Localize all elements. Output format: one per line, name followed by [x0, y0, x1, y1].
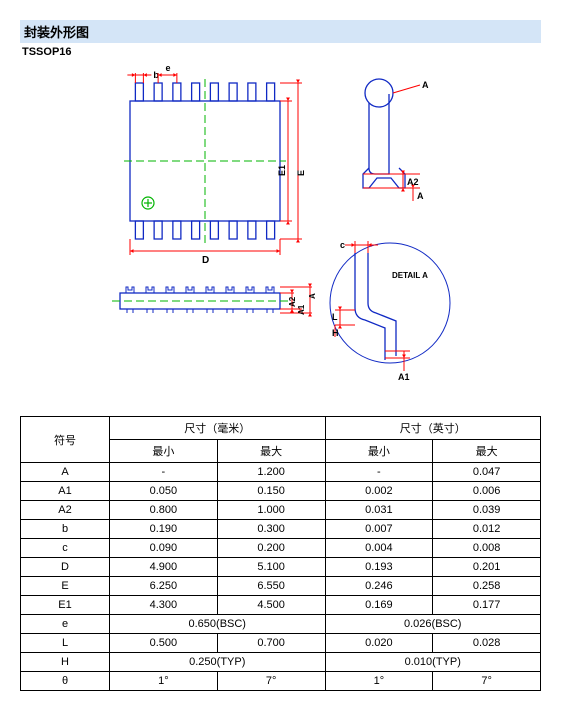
cell-mm-min: 4.300 [110, 596, 218, 615]
cell-in-min: 0.031 [325, 501, 433, 520]
cell-mm-min: 1° [110, 672, 218, 691]
cell-in-min: 0.002 [325, 482, 433, 501]
cell-in-span: 0.010(TYP) [325, 653, 541, 672]
dimension-table: 符号 尺寸（毫米） 尺寸（英寸） 最小 最大 最小 最大 A-1.200-0.0… [20, 416, 541, 691]
cell-in-max: 0.008 [433, 539, 541, 558]
cell-mm-max: 0.700 [217, 634, 325, 653]
cell-in-min: 0.169 [325, 596, 433, 615]
cell-mm-max: 4.500 [217, 596, 325, 615]
table-row: E6.2506.5500.2460.258 [21, 577, 541, 596]
cell-symbol: A2 [21, 501, 110, 520]
svg-text:A: A [417, 191, 424, 201]
table-row: H0.250(TYP)0.010(TYP) [21, 653, 541, 672]
col-mm-min: 最小 [110, 440, 218, 463]
cell-symbol: A [21, 463, 110, 482]
svg-text:c: c [340, 240, 345, 250]
cell-symbol: c [21, 539, 110, 558]
cell-in-min: - [325, 463, 433, 482]
table-row: A-1.200-0.047 [21, 463, 541, 482]
package-drawing-svg: DEE1beAA1A2AAA2DETAIL AcLHA1 [20, 63, 480, 393]
section-header: 封装外形图 [20, 20, 541, 43]
package-diagram: DEE1beAA1A2AAA2DETAIL AcLHA1 [20, 63, 541, 396]
cell-in-max: 0.177 [433, 596, 541, 615]
cell-in-min: 0.020 [325, 634, 433, 653]
cell-in-max: 7° [433, 672, 541, 691]
cell-symbol: θ [21, 672, 110, 691]
svg-text:A1: A1 [297, 304, 306, 315]
cell-mm-min: 0.090 [110, 539, 218, 558]
cell-in-min: 0.246 [325, 577, 433, 596]
cell-in-max: 0.006 [433, 482, 541, 501]
cell-mm-max: 7° [217, 672, 325, 691]
cell-mm-min: 0.800 [110, 501, 218, 520]
package-name-label: TSSOP16 [22, 46, 541, 58]
cell-mm-span: 0.650(BSC) [110, 615, 326, 634]
table-row: D4.9005.1000.1930.201 [21, 558, 541, 577]
col-in-min: 最小 [325, 440, 433, 463]
cell-symbol: D [21, 558, 110, 577]
cell-in-max: 0.201 [433, 558, 541, 577]
table-row: A10.0500.1500.0020.006 [21, 482, 541, 501]
svg-text:H: H [332, 328, 339, 338]
svg-text:A1: A1 [398, 372, 410, 382]
cell-in-min: 0.007 [325, 520, 433, 539]
svg-text:E: E [296, 170, 306, 176]
cell-mm-max: 0.300 [217, 520, 325, 539]
cell-in-max: 0.039 [433, 501, 541, 520]
cell-mm-max: 6.550 [217, 577, 325, 596]
col-in-header: 尺寸（英寸） [325, 417, 541, 440]
cell-in-min: 0.004 [325, 539, 433, 558]
table-row: e0.650(BSC)0.026(BSC) [21, 615, 541, 634]
cell-mm-min: 6.250 [110, 577, 218, 596]
table-row: A20.8001.0000.0310.039 [21, 501, 541, 520]
cell-mm-min: - [110, 463, 218, 482]
cell-in-max: 0.258 [433, 577, 541, 596]
cell-symbol: H [21, 653, 110, 672]
svg-text:DETAIL A: DETAIL A [392, 271, 428, 280]
cell-mm-max: 5.100 [217, 558, 325, 577]
cell-mm-max: 0.150 [217, 482, 325, 501]
cell-in-span: 0.026(BSC) [325, 615, 541, 634]
svg-text:L: L [332, 312, 338, 322]
cell-mm-max: 1.000 [217, 501, 325, 520]
table-row: c0.0900.2000.0040.008 [21, 539, 541, 558]
cell-symbol: E1 [21, 596, 110, 615]
svg-text:A2: A2 [288, 296, 297, 307]
col-mm-max: 最大 [217, 440, 325, 463]
table-row: θ1°7°1°7° [21, 672, 541, 691]
table-row: b0.1900.3000.0070.012 [21, 520, 541, 539]
cell-in-min: 0.193 [325, 558, 433, 577]
cell-in-min: 1° [325, 672, 433, 691]
cell-mm-span: 0.250(TYP) [110, 653, 326, 672]
cell-mm-max: 1.200 [217, 463, 325, 482]
cell-mm-max: 0.200 [217, 539, 325, 558]
cell-symbol: A1 [21, 482, 110, 501]
cell-mm-min: 4.900 [110, 558, 218, 577]
svg-text:E1: E1 [277, 165, 287, 176]
cell-in-max: 0.047 [433, 463, 541, 482]
col-symbol-header: 符号 [21, 417, 110, 463]
cell-mm-min: 0.050 [110, 482, 218, 501]
col-in-max: 最大 [433, 440, 541, 463]
col-mm-header: 尺寸（毫米） [110, 417, 326, 440]
table-row: E14.3004.5000.1690.177 [21, 596, 541, 615]
table-row: L0.5000.7000.0200.028 [21, 634, 541, 653]
cell-symbol: b [21, 520, 110, 539]
svg-text:A2: A2 [407, 177, 419, 187]
svg-text:e: e [166, 63, 171, 73]
cell-mm-min: 0.190 [110, 520, 218, 539]
svg-text:D: D [202, 255, 209, 266]
svg-text:A: A [308, 293, 317, 299]
cell-in-max: 0.012 [433, 520, 541, 539]
cell-in-max: 0.028 [433, 634, 541, 653]
svg-text:A: A [422, 80, 429, 90]
cell-mm-min: 0.500 [110, 634, 218, 653]
cell-symbol: E [21, 577, 110, 596]
cell-symbol: L [21, 634, 110, 653]
cell-symbol: e [21, 615, 110, 634]
